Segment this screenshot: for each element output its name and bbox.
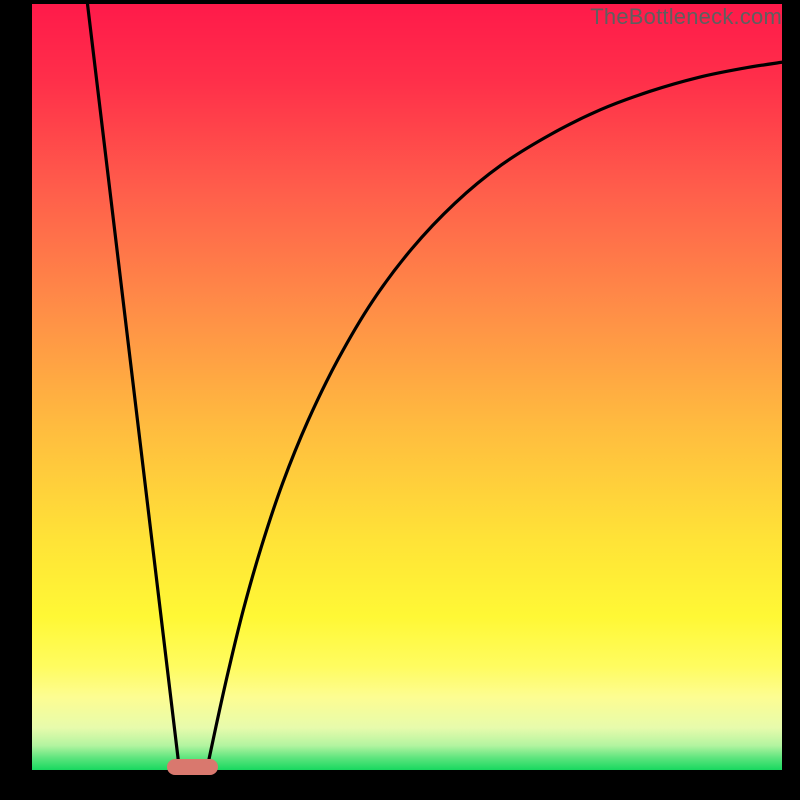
left-line-path bbox=[88, 4, 180, 766]
plot-area bbox=[32, 4, 782, 770]
right-curve-path bbox=[208, 62, 783, 766]
valley-marker bbox=[167, 759, 218, 774]
curve-overlay bbox=[32, 4, 782, 770]
watermark-text: TheBottleneck.com bbox=[590, 4, 782, 30]
